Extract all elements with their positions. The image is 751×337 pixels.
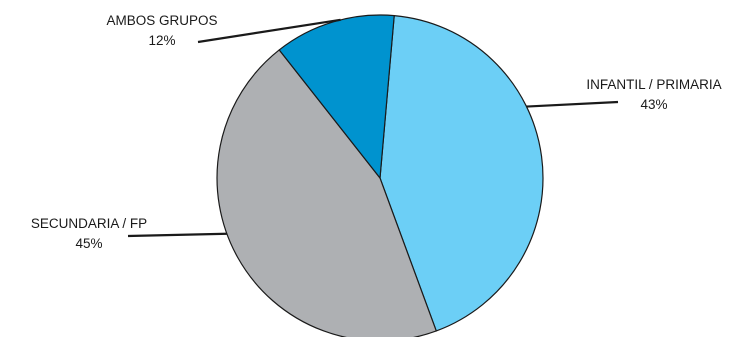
pie-slice-secundaria-fp (216, 49, 437, 337)
label-ambos-grupos: AMBOS GRUPOS (106, 13, 217, 28)
leader-line-ambos-grupos (197, 18, 341, 44)
label-infantil-primaria: INFANTIL / PRIMARIA (586, 77, 721, 92)
pie-slices (216, 14, 544, 337)
leader-line-secundaria-fp (127, 232, 227, 238)
label-secundaria-fp: SECUNDARIA / FP (31, 216, 147, 231)
leader-line-infantil-primaria (526, 100, 619, 108)
pie-slice-infantil-primaria (379, 15, 544, 332)
value-infantil-primaria: 43% (640, 97, 667, 112)
value-secundaria-fp: 45% (75, 236, 102, 251)
leader-lines (127, 18, 619, 238)
value-ambos-grupos: 12% (148, 33, 175, 48)
